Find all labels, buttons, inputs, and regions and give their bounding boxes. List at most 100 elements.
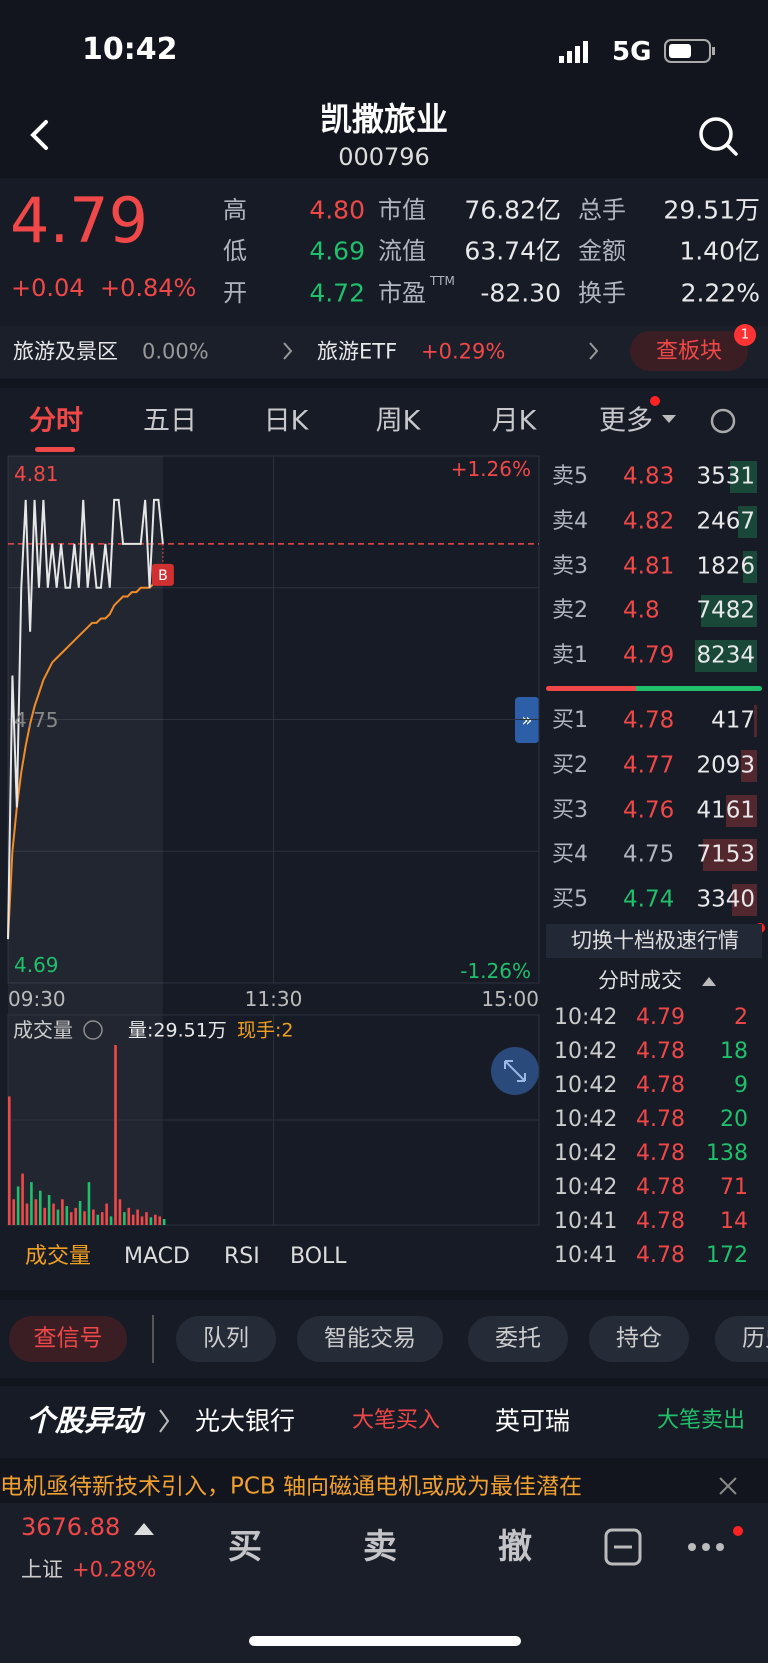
sector-button-bg[interactable] [630,331,748,371]
news-stock[interactable]: 英可瑞 [495,1406,571,1436]
stat-label: 低 [223,237,247,265]
sector-badge: 1 [740,327,750,343]
depth-bar [738,505,757,538]
news-ticker[interactable]: 电机亟待新技术引入，PCB 轴向磁通电机或成为最佳潜在 [0,1475,583,1499]
position-button[interactable] [604,1528,642,1566]
y-tick-label: 4.75 [14,707,59,732]
book-volume: 4161 [696,797,755,824]
period-tab[interactable]: 更多 [599,405,653,437]
trade-price: 4.78 [636,1209,685,1234]
period-tab[interactable]: 分时 [29,405,83,437]
book-price: 4.74 [623,886,675,913]
depth-bar [725,794,757,827]
indicator-tab[interactable]: 成交量 [25,1244,92,1269]
fullscreen-icon [504,1060,526,1082]
volume-bar [149,1217,153,1225]
period-tab[interactable]: 周K [375,405,421,437]
trade-time: 10:42 [554,1039,618,1064]
news-arrow[interactable] [159,1409,170,1433]
indicator-tab[interactable]: BOLL [290,1244,347,1269]
news-title: 个股异动 [26,1403,143,1438]
trade-button[interactable]: 买 [228,1527,262,1567]
close-ticker[interactable] [719,1477,737,1495]
action-pill[interactable] [9,1316,127,1362]
action-pill[interactable] [589,1316,689,1362]
trade-price: 4.78 [636,1141,685,1166]
period-tab[interactable]: 五日 [143,405,197,437]
sector-name[interactable]: 旅游及景区 [13,339,118,364]
period-tab[interactable]: 日K [263,405,309,437]
back-button[interactable] [30,120,48,150]
indicator-tab[interactable]: MACD [124,1244,190,1269]
trade-time: 10:42 [554,1175,618,1200]
stat-label: 换手 [578,279,626,307]
notify-dot [650,396,660,406]
stat-value: 1.40亿 [679,236,760,266]
help-icon[interactable] [83,1020,103,1040]
trade-marker [151,563,174,586]
tab-underline [35,447,75,452]
status-network: 5G [612,37,652,67]
sector-arrow[interactable] [589,342,599,360]
volume-label: 成交量 [13,1018,73,1042]
action-pill[interactable] [176,1316,276,1362]
more-button[interactable] [688,1543,724,1551]
book-volume: 417 [711,707,755,734]
settings-button[interactable] [710,408,736,434]
volume-bar [52,1203,55,1225]
action-label: 队列 [203,1325,249,1352]
action-label: 委托 [495,1325,541,1352]
depth-bar [695,640,757,673]
signal-icon [559,41,588,63]
trade-price: 4.78 [636,1073,685,1098]
stat-value: 63.74亿 [464,236,561,266]
book-divider-red [546,686,636,691]
book-label: 卖5 [552,464,588,489]
index-arrow [134,1523,154,1535]
stat-label: 市值 [378,196,426,224]
volume-bar [83,1211,86,1225]
y-tick-label: 4.81 [14,462,59,486]
x-tick-label: 15:00 [481,987,539,1011]
period-tab[interactable]: 月K [491,405,537,437]
depth-bar [730,461,757,493]
action-pill[interactable] [297,1316,443,1362]
volume-bar [61,1199,64,1225]
book-volume: 7482 [696,597,755,624]
trade-button[interactable]: 卖 [363,1527,397,1567]
stat-value: -82.30 [480,278,561,308]
volume-bar [34,1199,38,1225]
action-pill[interactable] [468,1316,568,1362]
volume-bar [127,1207,131,1225]
book-volume: 2093 [696,752,755,779]
switch-bg[interactable] [546,924,762,958]
stat-label: 市盈 [378,279,426,307]
last-price: 4.79 [10,184,149,257]
volume-bar [154,1214,157,1225]
action-pill[interactable] [715,1316,768,1362]
depth-bar [741,749,757,782]
sector-name[interactable]: 旅游ETF [317,339,398,364]
x-tick-label: 11:30 [244,987,303,1011]
trade-time: 10:42 [554,1141,618,1166]
book-divider-green [636,686,762,691]
news-stock[interactable]: 光大银行 [195,1406,296,1436]
volume-bar [123,1212,126,1225]
search-button[interactable] [699,117,738,156]
trade-volume: 9 [734,1073,748,1098]
trade-button[interactable]: 撤 [498,1527,532,1567]
volume-current: 现手:2 [237,1019,294,1042]
book-price: 4.8 [623,597,660,624]
volume-bar [87,1182,91,1225]
sector-arrow[interactable] [283,342,293,360]
news-panel [0,1386,768,1458]
volume-bar [16,1186,20,1225]
book-volume: 1826 [696,553,755,580]
price-change-pct: +0.84% [100,274,197,302]
news-tag: 大笔买入 [352,1408,441,1433]
sort-icon [702,977,716,986]
indicator-tab[interactable]: RSI [224,1244,260,1269]
depth-bar [753,705,757,737]
